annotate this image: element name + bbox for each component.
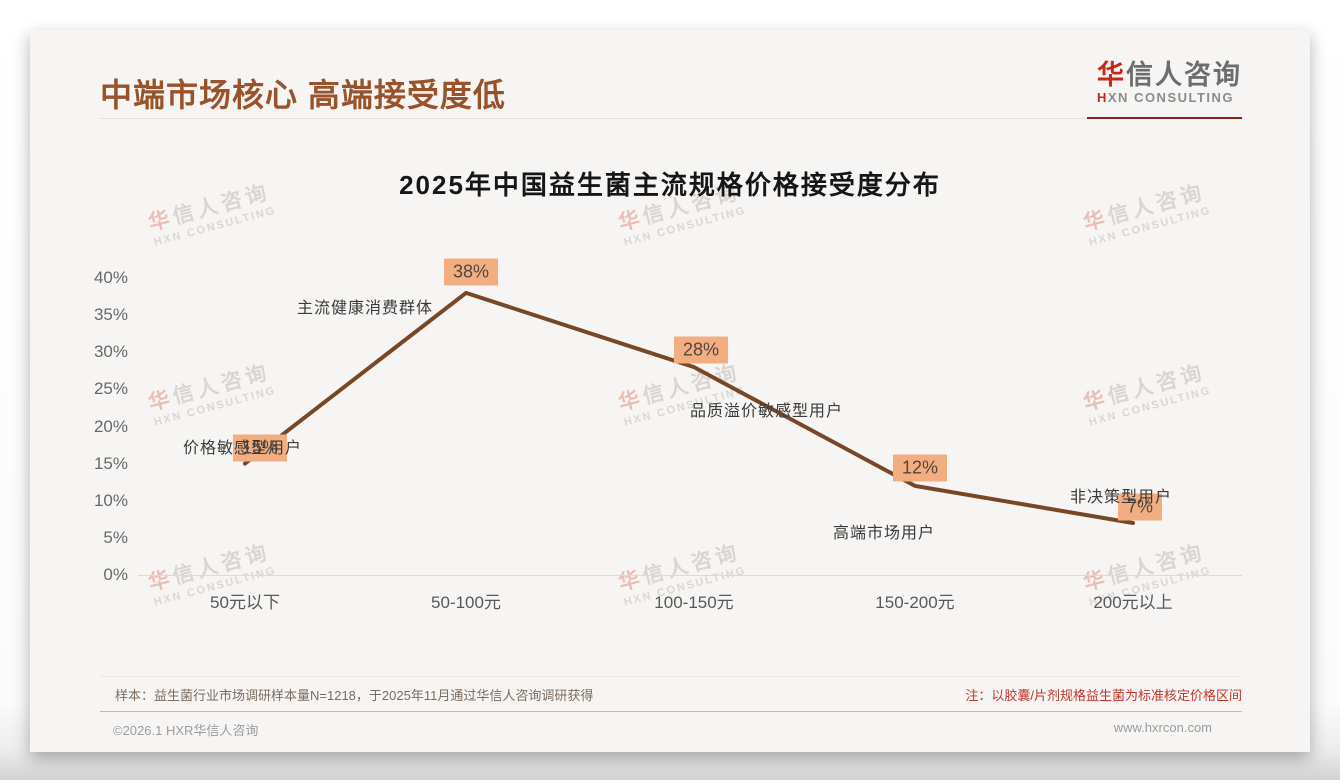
page-title: 中端市场核心 高端接受度低 [100, 77, 506, 113]
data-point-label: 38% [443, 258, 499, 286]
segment-annotation: 主流健康消费群体 [297, 300, 434, 317]
header-divider-accent [1087, 117, 1242, 119]
y-axis-tick-label: 25% [93, 379, 128, 399]
x-axis-category-label: 200元以上 [1093, 593, 1173, 612]
slide-card: 中端市场核心 高端接受度低 华信人咨询 HXN CONSULTING 华信人咨询… [30, 30, 1310, 752]
logo-chinese-text: 华信人咨询 [1097, 60, 1242, 90]
x-axis-baseline [138, 575, 1242, 576]
chart-title: 2025年中国益生菌主流规格价格接受度分布 [399, 170, 941, 200]
logo-zh-rest: 信人咨询 [1126, 60, 1242, 90]
logo-zh-accent: 华 [1097, 60, 1126, 90]
data-point-label: 7% [1117, 493, 1163, 521]
y-axis-tick-label: 20% [93, 416, 128, 436]
footer-divider [100, 711, 1242, 712]
y-axis-tick-label: 5% [103, 527, 128, 547]
acceptance-line-series [243, 290, 1135, 525]
price-definition-note: 注：以胶囊/片剂规格益生菌为标准核定价格区间 [965, 688, 1242, 703]
segment-annotation: 品质溢价敏感型用户 [690, 403, 844, 420]
x-axis-category-label: 50-100元 [431, 593, 501, 612]
y-axis-tick-label: 40% [93, 268, 128, 287]
x-axis-category-label: 50元以下 [210, 593, 280, 612]
y-axis-tick-label: 10% [93, 490, 128, 510]
sample-note: 样本：益生菌行业市场调研样本量N=1218，于2025年11月通过华信人咨询调研… [115, 688, 594, 703]
y-axis-tick-label: 15% [93, 453, 128, 473]
header-divider [100, 118, 1242, 119]
x-axis-category-label: 100-150元 [654, 593, 734, 612]
website-url: www.hxrcon.com [1113, 720, 1212, 735]
copyright-text: ©2026.1 HXR华信人咨询 [113, 723, 259, 738]
logo-en-accent: H [1097, 90, 1108, 105]
data-point-label: 28% [673, 336, 729, 364]
company-logo: 华信人咨询 HXN CONSULTING [1097, 60, 1242, 106]
x-axis-category-label: 150-200元 [875, 593, 955, 612]
segment-annotation: 价格敏感型用户 [183, 440, 303, 457]
logo-english-text: HXN CONSULTING [1097, 90, 1242, 106]
y-axis-tick-label: 30% [93, 342, 128, 362]
logo-en-rest: XN CONSULTING [1107, 90, 1235, 105]
data-point-label: 15% [232, 434, 288, 462]
data-point-label: 12% [892, 454, 948, 482]
footer-top-divider [100, 676, 1242, 677]
line-chart-plot [243, 290, 1135, 525]
y-axis-tick-label: 0% [103, 565, 128, 584]
segment-annotation: 高端市场用户 [833, 525, 936, 542]
segment-annotation: 非决策型用户 [1070, 489, 1173, 506]
y-axis-tick-label: 35% [93, 305, 128, 325]
